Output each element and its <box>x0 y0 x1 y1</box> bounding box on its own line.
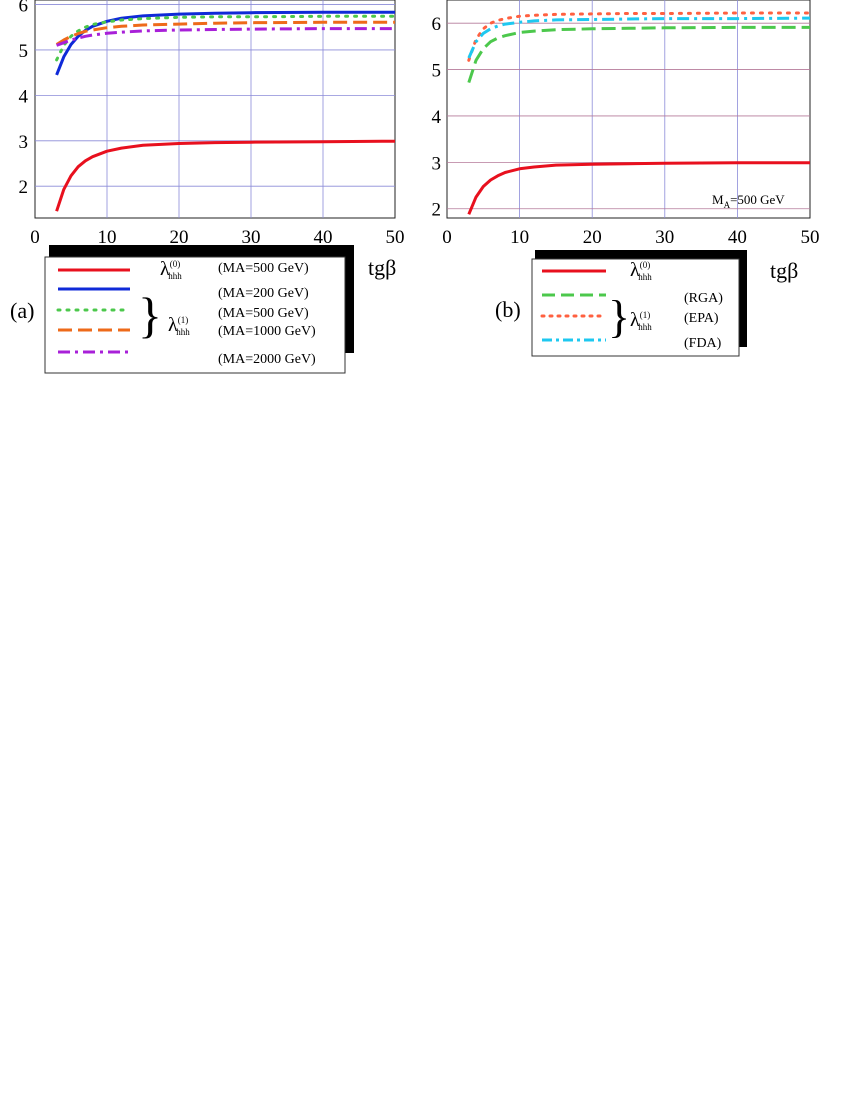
x-tick-label: 20 <box>170 227 189 248</box>
x-tick-label: 50 <box>386 227 405 248</box>
legend-a-brace: } <box>138 287 162 343</box>
y-tick-labels-a: 2 3 4 5 6 <box>19 0 29 198</box>
panel-a: 2 3 4 5 6 0 10 20 30 40 50 tgβ <box>19 0 405 280</box>
legend-a-note-4: (MA=1000 GeV) <box>218 324 316 339</box>
x-tick-label: 40 <box>314 227 333 248</box>
y-tick-label: 6 <box>19 0 29 17</box>
legend-a-box <box>44 256 346 374</box>
y-tick-label: 4 <box>19 86 29 107</box>
series-line-a-5 <box>56 27 395 47</box>
y-tick-label: 4 <box>432 107 442 128</box>
y-tick-label: 6 <box>432 14 442 35</box>
series-line-b-1 <box>467 161 810 215</box>
legend-b-lambda1: λ(1) hhh <box>630 309 652 332</box>
legend-a-lambda0: λ(0) hhh <box>160 258 182 281</box>
series-line-b-2 <box>467 25 810 84</box>
x-axis-label-a: tgβ <box>368 255 396 280</box>
grid-b <box>447 0 810 218</box>
series-line-b-3 <box>467 11 812 62</box>
x-tick-label: 30 <box>242 227 261 248</box>
legend-b-note-1: (RGA) <box>684 291 723 306</box>
legend-a-note-3: (MA=500 GeV) <box>218 306 309 321</box>
x-axis-label-b: tgβ <box>770 258 798 283</box>
panel-tag-b: (b) <box>495 297 521 322</box>
panel-tag-a: (a) <box>10 298 34 323</box>
annotation-ma-500: MA=500 GeV <box>712 192 785 210</box>
plot-frame-b <box>446 0 811 219</box>
legend-a-note-5: (MA=2000 GeV) <box>218 352 316 367</box>
y-tick-label: 5 <box>432 61 442 82</box>
y-tick-label: 5 <box>19 41 29 62</box>
x-tick-label: 10 <box>98 227 117 248</box>
y-tick-label: 2 <box>432 200 442 221</box>
x-tick-labels-b: 0 10 20 30 40 50 <box>442 227 819 248</box>
y-tick-label: 3 <box>19 132 29 153</box>
legend-b-brace: } <box>608 291 630 342</box>
plot-frame-a <box>34 0 396 219</box>
series-line-b-4 <box>467 16 811 59</box>
legend-a-lambda1: λ(1) hhh <box>168 314 190 337</box>
legend-b-note-3: (FDA) <box>684 336 722 351</box>
series-a <box>55 10 397 212</box>
grid-a <box>35 0 395 218</box>
x-tick-label: 10 <box>510 227 529 248</box>
x-tick-label: 30 <box>655 227 674 248</box>
y-tick-labels-b: 2 3 4 5 6 <box>432 14 442 221</box>
legend-b-lambda0: λ(0) hhh <box>630 259 652 282</box>
y-tick-label: 2 <box>19 177 29 198</box>
series-b <box>467 11 812 215</box>
legend-a-note-2: (MA=200 GeV) <box>218 286 309 301</box>
legend-a-note-1: (MA=500 GeV) <box>218 261 309 276</box>
x-tick-label: 0 <box>30 227 40 248</box>
x-tick-labels-a: 0 10 20 30 40 50 <box>30 227 404 248</box>
series-line-a-4 <box>55 20 395 46</box>
legend-b-note-2: (EPA) <box>684 311 719 326</box>
x-tick-label: 50 <box>801 227 820 248</box>
series-line-a-1 <box>55 139 396 212</box>
y-tick-label: 3 <box>432 153 442 174</box>
legend-a: (a) λ(0) hhh } λ(1) hhh (MA=500 GeV) (MA=2… <box>10 245 354 374</box>
x-tick-label: 0 <box>442 227 452 248</box>
panel-b: 2 3 4 5 6 0 10 20 30 40 50 tgβ MA=500 GeV <box>432 0 820 283</box>
x-tick-label: 40 <box>728 227 747 248</box>
x-tick-label: 20 <box>583 227 602 248</box>
series-line-a-3 <box>55 14 397 62</box>
legend-b: (b) λ(0) hhh } λ(1) hhh (RGA) (EPA) (FDA) <box>495 250 747 357</box>
